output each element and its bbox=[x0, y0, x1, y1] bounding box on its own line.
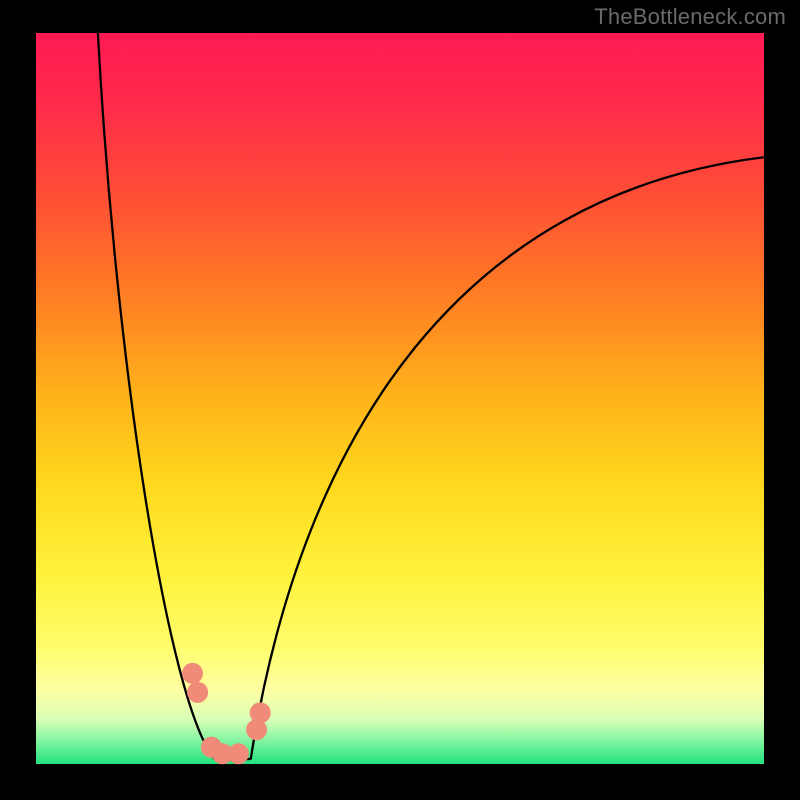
curve-marker bbox=[250, 702, 271, 723]
curve-marker bbox=[187, 682, 208, 703]
chart-svg bbox=[0, 0, 800, 800]
watermark-text: TheBottleneck.com bbox=[594, 4, 786, 30]
chart-frame: TheBottleneck.com bbox=[0, 0, 800, 800]
plot-background bbox=[36, 33, 764, 764]
curve-marker bbox=[182, 663, 203, 684]
curve-marker bbox=[228, 743, 249, 764]
